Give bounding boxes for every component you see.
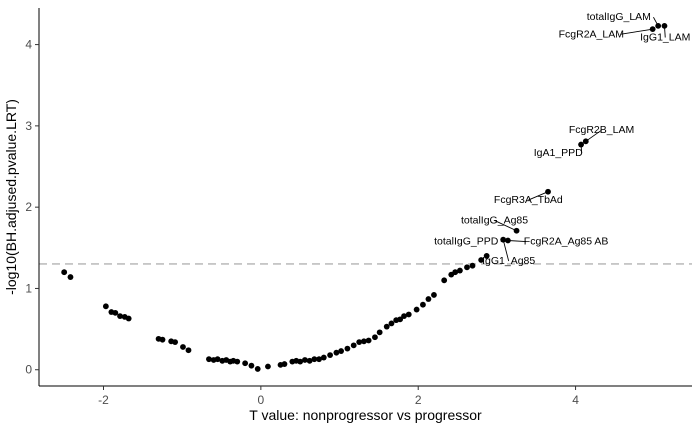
data-point	[388, 320, 395, 327]
data-point	[452, 269, 459, 276]
y-tick-label: 1	[25, 281, 32, 295]
point-annotation: totalIgG_PPD	[434, 236, 499, 248]
data-point	[281, 361, 288, 367]
data-point	[320, 354, 327, 361]
y-tick-label: 4	[25, 38, 32, 52]
data-point	[302, 357, 308, 363]
data-point	[376, 329, 383, 336]
data-point	[649, 26, 656, 33]
data-point	[425, 296, 432, 302]
data-point	[405, 311, 412, 318]
data-point	[344, 345, 351, 352]
data-point	[397, 316, 404, 323]
data-point	[214, 356, 221, 363]
data-point	[234, 358, 241, 365]
data-point	[311, 356, 318, 363]
data-point	[117, 313, 123, 319]
annotation-leader-line	[502, 239, 510, 262]
data-point	[185, 347, 192, 354]
data-point	[413, 306, 420, 313]
y-axis-title: -log10(BH.adjused.pvalue.LRT)	[3, 99, 19, 295]
data-point	[545, 188, 551, 195]
data-point	[338, 348, 345, 354]
data-point	[254, 366, 261, 372]
annotation-leader-line	[620, 28, 653, 35]
data-point	[356, 339, 363, 346]
point-annotation: FcgR3A_TbAd	[494, 194, 563, 206]
data-point	[61, 269, 68, 276]
point-annotation: IgA1_PPD	[534, 147, 583, 159]
data-point	[327, 352, 333, 359]
data-point	[457, 267, 463, 274]
data-point	[159, 336, 166, 343]
point-annotation: FcgR2A_LAM	[559, 28, 624, 40]
data-point	[478, 257, 485, 263]
data-point	[431, 292, 437, 298]
annotation-leader-line	[528, 191, 549, 201]
data-point	[464, 264, 470, 271]
data-point	[655, 22, 662, 29]
data-point	[102, 303, 109, 310]
data-point	[112, 309, 119, 316]
point-annotation: totalIgG_Ag85	[461, 214, 528, 226]
data-point	[265, 363, 271, 370]
data-point	[242, 360, 249, 367]
data-point	[306, 357, 313, 364]
point-annotation: IgG1_Ag85	[482, 255, 535, 267]
data-point	[505, 237, 511, 244]
point-annotation: FcgR2B_LAM	[569, 124, 634, 136]
data-point	[350, 342, 357, 349]
data-point	[248, 362, 255, 369]
data-point	[365, 337, 372, 344]
data-point	[513, 227, 520, 234]
point-annotation: IgG1_LAM	[640, 32, 690, 44]
y-tick-label: 3	[25, 119, 32, 133]
data-point	[420, 301, 426, 308]
data-point	[206, 356, 212, 363]
data-point	[483, 253, 490, 259]
data-point	[180, 344, 186, 350]
x-tick-label: 0	[258, 393, 265, 407]
data-point	[372, 334, 378, 341]
data-point	[582, 138, 589, 145]
x-axis-title: T value: nonprogressor vs progressor	[249, 407, 482, 423]
data-point	[383, 323, 390, 330]
x-tick-label: 2	[415, 393, 422, 407]
annotation-leader-line	[494, 220, 517, 232]
data-point	[361, 338, 367, 345]
data-point	[297, 358, 304, 365]
data-point	[67, 274, 74, 280]
point-annotation: FcgR2A_Ag85 AB	[524, 236, 609, 248]
annotation-leader-line	[507, 240, 526, 243]
data-point	[125, 315, 132, 322]
data-point	[469, 262, 476, 269]
data-point	[401, 313, 407, 319]
data-point	[172, 339, 179, 346]
data-point	[333, 349, 340, 356]
y-tick-label: 0	[25, 363, 32, 377]
point-annotation: totalIgG_LAM	[587, 11, 651, 23]
data-point	[316, 356, 322, 363]
y-tick-label: 2	[25, 200, 32, 214]
annotation-leader-line	[585, 129, 602, 142]
x-tick-label: 4	[572, 393, 579, 407]
data-point	[441, 277, 448, 284]
data-point	[578, 141, 584, 148]
data-point	[500, 236, 507, 243]
data-point	[661, 22, 668, 29]
x-tick-label: -2	[98, 393, 109, 407]
